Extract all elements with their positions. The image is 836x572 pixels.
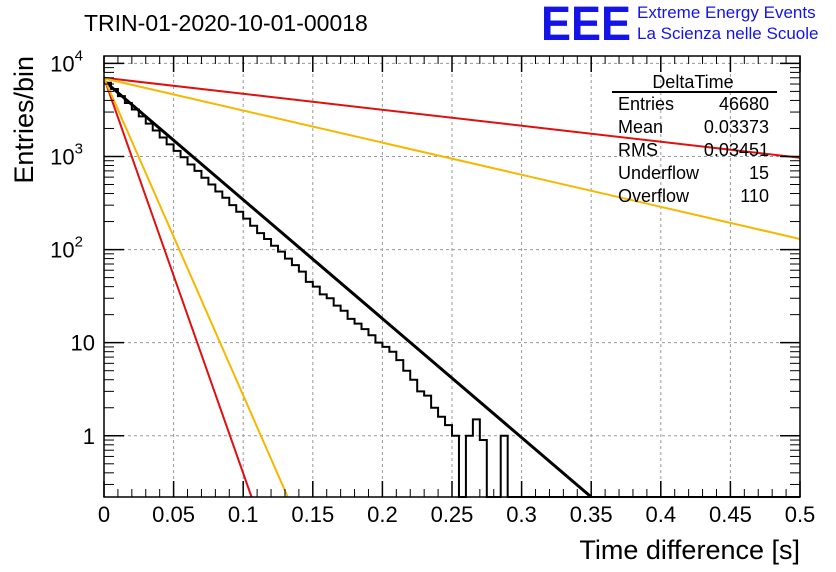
x-tick-label: 0 — [98, 502, 110, 527]
y-axis-title: Entries/bin — [9, 56, 39, 184]
fit-curve — [103, 77, 253, 498]
fit-curves — [103, 76, 801, 499]
stats-label-overflow: Overflow — [618, 186, 690, 206]
x-tick-label: 0.4 — [646, 502, 677, 527]
logo-line2: La Scienza nelle Scuole — [637, 24, 818, 43]
stats-box: DeltaTime Entries 46680 Mean 0.03373 RMS… — [612, 72, 777, 206]
y-tick-label: 10 — [71, 331, 95, 356]
chart-title: TRIN-01-2020-10-01-00018 — [84, 10, 368, 36]
x-tick-label: 0.2 — [367, 502, 398, 527]
fit-curve — [103, 77, 801, 240]
stats-value-rms: 0.03451 — [704, 140, 769, 160]
logo-line1: Extreme Energy Events — [637, 3, 816, 22]
x-tick-label: 0.15 — [291, 502, 334, 527]
fit-curve — [103, 77, 289, 498]
x-tick-label: 0.5 — [785, 502, 816, 527]
stats-value-overflow: 110 — [740, 186, 769, 206]
y-tick-label: 103 — [50, 140, 83, 169]
stats-value-mean: 0.03373 — [704, 117, 769, 137]
stats-label-underflow: Underflow — [618, 163, 700, 183]
x-tick-label: 0.35 — [570, 502, 613, 527]
fit-curve — [103, 76, 801, 159]
x-axis-title: Time difference [s] — [579, 535, 800, 565]
stats-title: DeltaTime — [652, 72, 733, 92]
stats-label-entries: Entries — [618, 94, 674, 114]
stats-value-entries: 46680 — [719, 94, 769, 114]
stats-label-rms: RMS — [618, 140, 658, 160]
x-tick-label: 0.45 — [709, 502, 752, 527]
stats-value-underflow: 15 — [749, 163, 769, 183]
x-tick-label: 0.3 — [506, 502, 537, 527]
y-tick-label: 104 — [50, 47, 83, 76]
x-tick-label: 0.1 — [228, 502, 259, 527]
y-tick-label: 102 — [50, 234, 83, 263]
y-tick-label: 1 — [83, 424, 95, 449]
x-tick-label: 0.05 — [152, 502, 195, 527]
x-tick-labels: 0 0.05 0.1 0.15 0.2 0.25 0.3 0.35 0.4 0.45 0.5 — [98, 502, 815, 527]
eee-logo: EEE Extreme Energy Events La Scienza nel… — [541, 0, 818, 51]
stats-label-mean: Mean — [618, 117, 663, 137]
tick-marks — [103, 56, 801, 497]
x-tick-label: 0.25 — [431, 502, 474, 527]
fit-curve — [103, 79, 593, 499]
logo-mark: EEE — [541, 0, 631, 51]
